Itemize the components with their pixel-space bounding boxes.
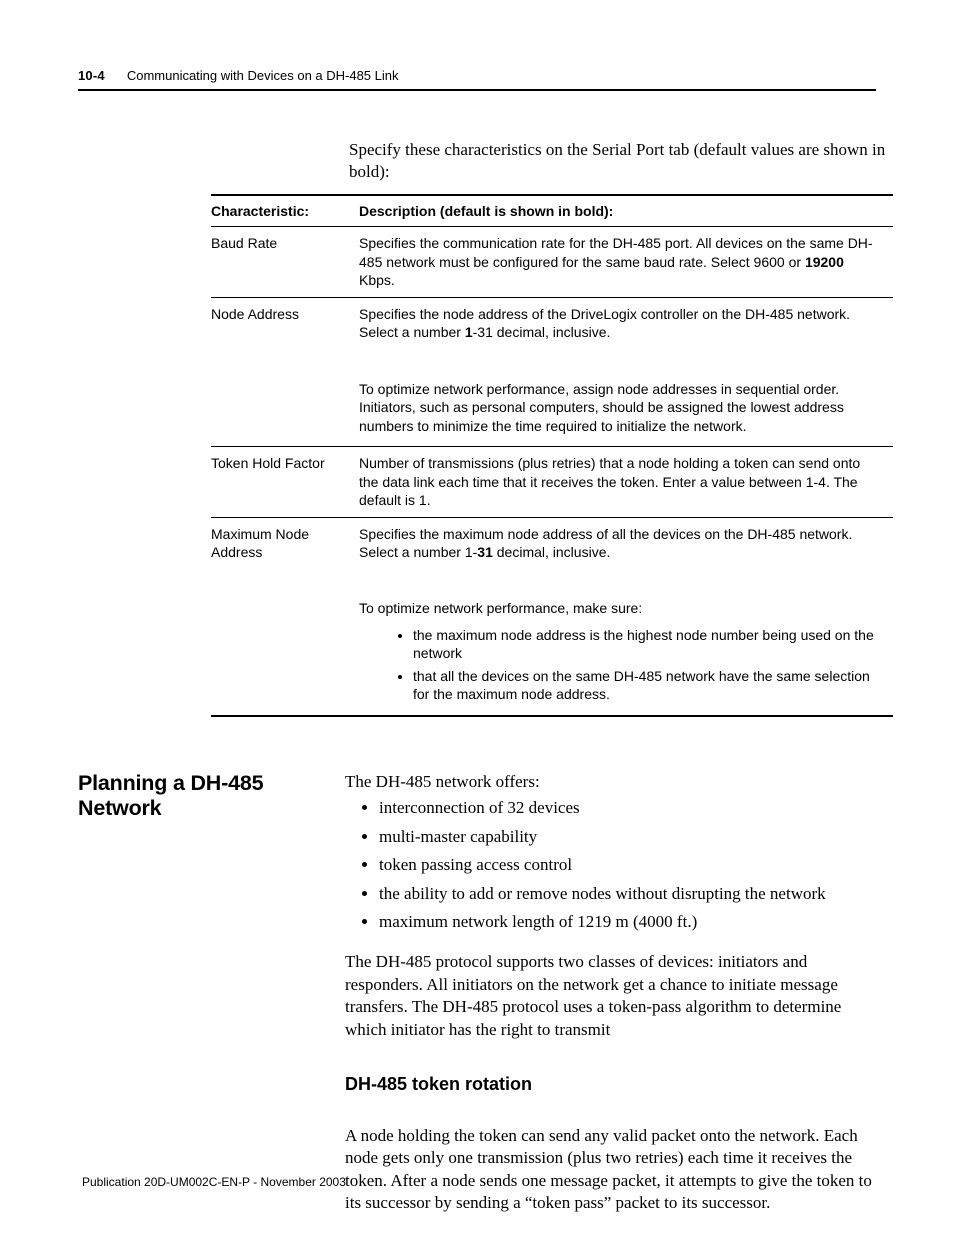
table-row: Node Address Specifies the node address … <box>211 297 893 446</box>
running-header: 10-4 Communicating with Devices on a DH-… <box>78 68 876 91</box>
list-item: that all the devices on the same DH-485 … <box>413 667 883 704</box>
cell-label: Maximum Node Address <box>211 517 359 716</box>
characteristics-table: Characteristic: Description (default is … <box>211 194 893 717</box>
cell-desc: Specifies the maximum node address of al… <box>359 517 893 716</box>
cell-desc: Specifies the node address of the DriveL… <box>359 297 893 446</box>
cell-desc: Specifies the communication rate for the… <box>359 227 893 297</box>
table-row: Maximum Node Address Specifies the maxim… <box>211 517 893 716</box>
feature-list: interconnection of 32 devices multi-mast… <box>345 797 876 933</box>
section-paragraph: The DH-485 protocol supports two classes… <box>345 951 876 1041</box>
cell-label: Node Address <box>211 297 359 446</box>
page-number: 10-4 <box>78 68 105 83</box>
table-row: Baud Rate Specifies the communication ra… <box>211 227 893 297</box>
list-item: token passing access control <box>379 854 876 876</box>
sub-heading: DH-485 token rotation <box>345 1073 876 1097</box>
publication-id: Publication 20D-UM002C-EN-P - November 2… <box>82 1175 346 1189</box>
table-header-characteristic: Characteristic: <box>211 195 359 227</box>
list-item: interconnection of 32 devices <box>379 797 876 819</box>
chapter-title: Communicating with Devices on a DH-485 L… <box>127 68 399 83</box>
cell-label: Baud Rate <box>211 227 359 297</box>
table-row: Token Hold Factor Number of transmission… <box>211 447 893 517</box>
list-item: the ability to add or remove nodes witho… <box>379 883 876 905</box>
cell-label: Token Hold Factor <box>211 447 359 517</box>
list-item: the maximum node address is the highest … <box>413 626 883 663</box>
section-lead: The DH-485 network offers: <box>345 771 876 793</box>
cell-desc: Number of transmissions (plus retries) t… <box>359 447 893 517</box>
section-heading: Planning a DH-485 Network <box>78 771 345 1229</box>
list-item: multi-master capability <box>379 826 876 848</box>
section-paragraph: A node holding the token can send any va… <box>345 1125 876 1215</box>
list-item: maximum network length of 1219 m (4000 f… <box>379 911 876 933</box>
table-header-description: Description (default is shown in bold): <box>359 195 893 227</box>
intro-paragraph: Specify these characteristics on the Ser… <box>349 139 893 184</box>
